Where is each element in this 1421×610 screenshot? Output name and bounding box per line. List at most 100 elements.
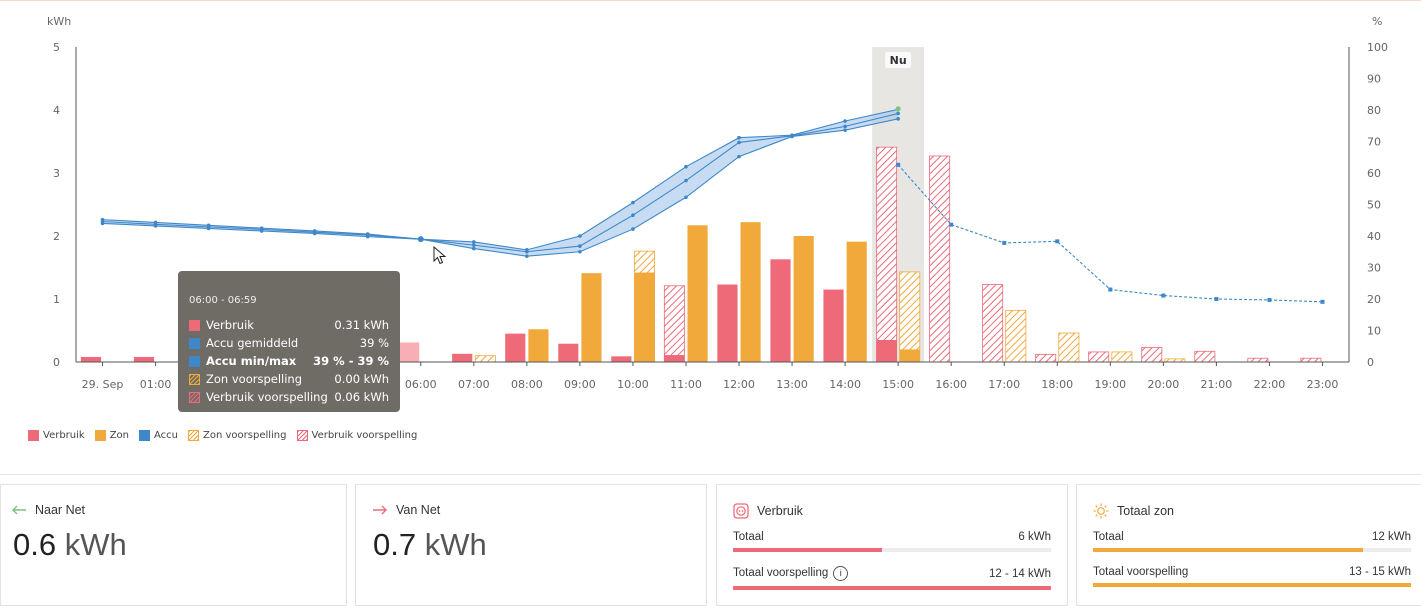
bar-zon [634,272,655,362]
accu-forecast-line [897,164,1323,303]
chart-tooltip: 06:00 - 06:59 Verbruik 0.31 kWh Accu gemid… [178,271,400,412]
y-right-tick: 0 [1367,356,1374,369]
legend-label: Verbruik voorspelling [311,430,418,441]
y-right-tick: 80 [1367,104,1381,117]
y-right-unit: % [1372,15,1382,28]
bar-verbruik-voorspelling [663,285,685,363]
tooltip-row: Accu gemiddeld 39 % [189,334,389,352]
tooltip-row-value: 0.00 kWh [334,372,389,386]
tooltip-rows: Verbruik 0.31 kWh Accu gemiddeld 39 % Accu m… [189,316,389,406]
y-right-tick: 90 [1367,73,1381,86]
bar-verbruik-voorspelling [1141,347,1163,363]
x-tick-label: 12:00 [723,378,755,391]
zon-forecast-value: 13 - 15 kWh [1349,566,1411,578]
accu-point [790,134,794,138]
y-right-tick: 10 [1367,325,1381,338]
bar-verbruik-voorspelling [1088,351,1110,363]
bar-verbruik [133,356,155,362]
accu-point [312,230,317,235]
bar-verbruik [876,339,897,362]
legend-label: Zon [109,430,130,441]
zon-forecast-bar [1093,583,1411,587]
accu-point [472,240,476,244]
card-van-net: Van Net 0.7 kWh [355,484,707,606]
y-left-tick: 3 [53,167,60,180]
legend-label: Zon voorspelling [203,430,287,441]
y-right-tick: 50 [1367,199,1381,212]
legend-item[interactable]: Accu [139,430,178,441]
zon-total-bar-fill [1093,548,1364,552]
van-net-label: Van Net [396,503,441,517]
bar-verbruik-voorspelling [929,155,951,363]
y-left-tick: 0 [53,356,60,369]
bar-zon [793,236,814,362]
verbruik-total-label: Totaal [733,531,764,543]
tooltip-swatch [189,373,200,385]
x-tick-label: 22:00 [1254,378,1286,391]
tooltip-row-value: 0.06 kWh [334,390,389,404]
x-tick-label: 10:00 [617,378,649,391]
accu-point [259,227,264,232]
y-left-unit: kWh [47,15,71,28]
accu-min-line [102,118,899,257]
bar-zon [581,273,602,362]
x-tick-label: 09:00 [564,378,596,391]
zon-forecast-metric: Totaal voorspelling 13 - 15 kWh [1093,566,1411,587]
legend-item[interactable]: Zon [94,430,130,441]
x-tick-label: 29. Sep [82,378,124,391]
accu-point [578,244,582,248]
x-tick-label: 21:00 [1201,378,1233,391]
tooltip-row: Accu min/max 39 % - 39 % [189,352,389,370]
card-naar-net-title: Naar Net [11,503,85,517]
accu-forecast-point [1002,240,1007,245]
accu-point [684,164,688,169]
tooltip-row-label: Zon voorspelling [206,372,303,386]
legend-label: Accu [154,430,179,441]
bar-verbruik-voorspelling [1247,357,1269,363]
accu-max-line [102,108,899,251]
accu-point [737,154,741,159]
y-left-tick: 5 [53,41,60,54]
verbruik-total-bar-fill [733,548,883,552]
card-van-net-title: Van Net [372,503,440,517]
bar-verbruik-voorspelling [876,146,898,363]
van-net-number: 0.7 [373,527,417,562]
chart-legend: Verbruik Zon Accu Zon voorspelling Verbruik … [28,430,417,441]
section-divider [0,474,1421,475]
x-tick-label: 06:00 [405,378,437,391]
bar-zon-voorspelling [899,271,921,363]
legend-item[interactable]: Verbruik [28,430,85,441]
accu-point [896,117,900,121]
x-tick-label: 15:00 [882,378,914,391]
accu-forecast-point [949,222,954,227]
zon-card-label: Totaal zon [1117,504,1174,518]
bar-zon-voorspelling [1111,351,1133,363]
tooltip-row-label: Verbruik voorspelling [206,390,328,404]
zon-total-value: 12 kWh [1372,531,1411,543]
accu-forecast-point [1214,297,1219,301]
x-tick-label: 16:00 [935,378,967,391]
bar-verbruik [611,356,632,362]
top-border [0,0,1421,1]
x-tick-label: 07:00 [458,378,490,391]
tooltip-row-value: 39 % - 39 % [313,354,389,368]
accu-avg-line [102,112,899,253]
accu-point [100,219,105,224]
tooltip-swatch [189,337,200,349]
now-label: Nu [890,54,907,67]
x-tick-label: 14:00 [829,378,861,391]
van-net-value: 0.7 kWh [373,527,487,563]
tooltip-row: Verbruik 0.31 kWh [189,316,389,334]
tooltip-row-label: Verbruik [206,318,254,332]
x-tick-label: 01:00 [140,378,172,391]
bar-zon [740,222,761,362]
legend-item[interactable]: Zon voorspelling [188,430,287,441]
legend-item[interactable]: Verbruik voorspelling [296,430,418,441]
x-tick-label: 18:00 [1041,378,1073,391]
accu-point [684,178,688,183]
y-left-tick: 4 [53,104,60,117]
info-icon[interactable]: i [833,566,849,581]
mouse-cursor-icon [433,246,447,265]
accu-point [525,254,529,258]
verbruik-total-bar [733,548,1051,552]
